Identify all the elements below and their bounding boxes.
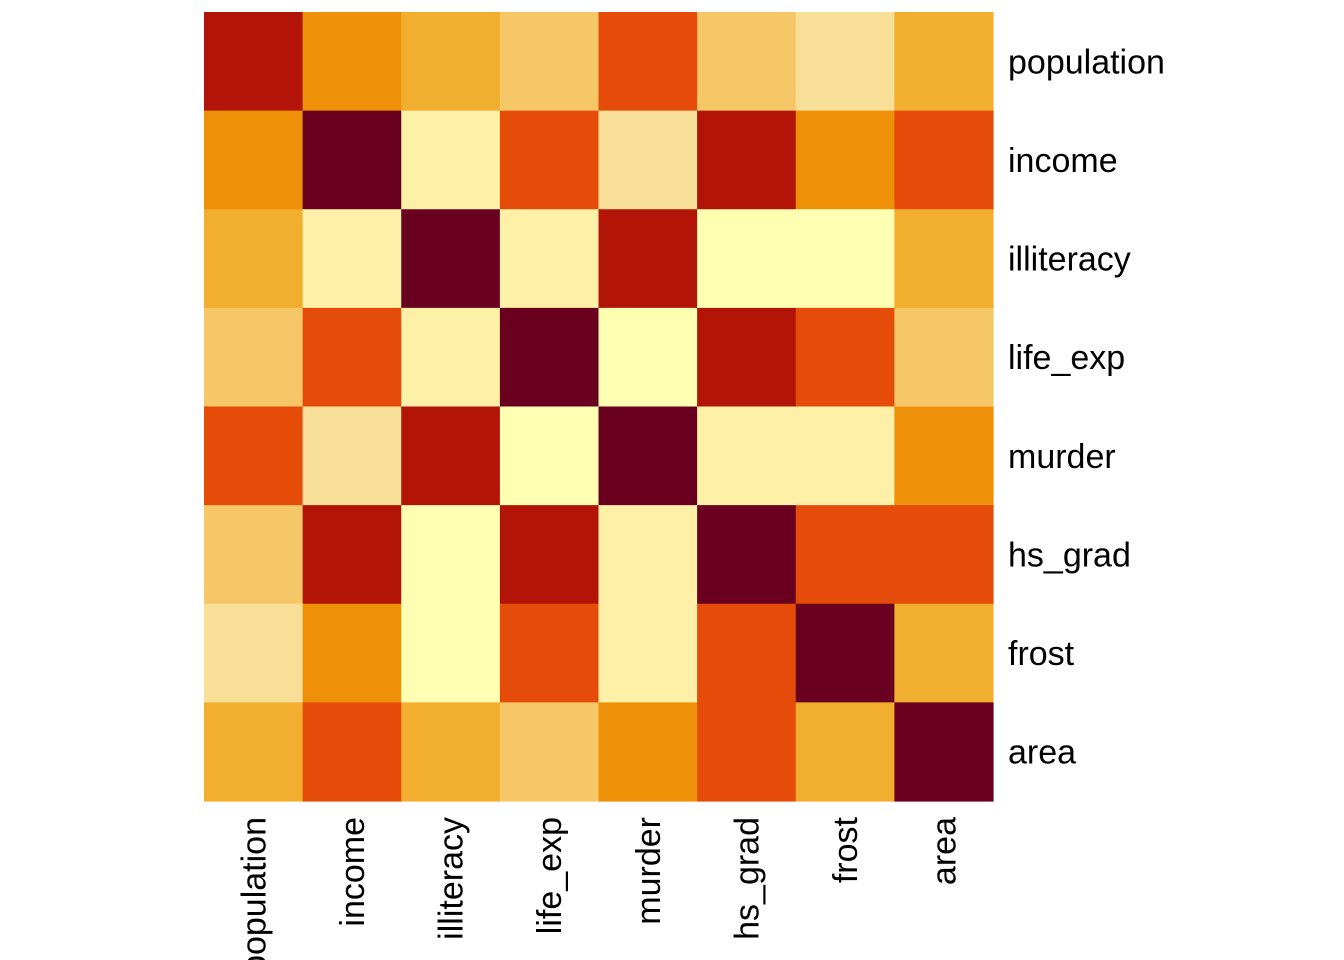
heatmap-cell-life_exp-population bbox=[204, 307, 304, 408]
heatmap-cell-illiteracy-population bbox=[204, 209, 304, 309]
heatmap-cell-frost-illiteracy bbox=[401, 603, 501, 703]
heatmap-cell-frost-murder bbox=[598, 603, 698, 703]
heatmap-cell-life_exp-life_exp bbox=[499, 307, 600, 408]
row-label-murder: murder bbox=[1008, 438, 1116, 476]
column-labels: population income illiteracy life_exp murder… bbox=[235, 816, 963, 960]
heatmap-cell-frost-frost bbox=[795, 603, 895, 703]
heatmap-cell-murder-life_exp bbox=[499, 406, 600, 506]
heatmap-cell-illiteracy-income bbox=[302, 209, 402, 309]
heatmap-cell-frost-area bbox=[894, 603, 994, 703]
heatmap-cell-hs_grad-income bbox=[302, 505, 402, 605]
heatmap-cell-population-illiteracy bbox=[401, 12, 501, 112]
col-label-murder: murder bbox=[630, 817, 668, 925]
heatmap-cell-area-population bbox=[204, 702, 304, 802]
heatmap-cell-illiteracy-area bbox=[894, 209, 994, 309]
row-label-hs_grad: hs_grad bbox=[1008, 536, 1131, 574]
heatmap-cell-hs_grad-frost bbox=[795, 505, 895, 605]
col-label-income: income bbox=[334, 817, 372, 927]
heatmap-cell-area-life_exp bbox=[499, 702, 600, 802]
heatmap-cell-area-murder bbox=[598, 702, 698, 802]
heatmap-cell-life_exp-murder bbox=[598, 307, 698, 408]
row-label-area: area bbox=[1008, 734, 1076, 772]
heatmap-cell-life_exp-hs_grad bbox=[697, 307, 797, 408]
heatmap-cell-life_exp-income bbox=[302, 307, 402, 408]
heatmap-cell-population-hs_grad bbox=[697, 12, 797, 112]
heatmap-cell-illiteracy-hs_grad bbox=[697, 209, 797, 309]
heatmap-cell-life_exp-illiteracy bbox=[401, 307, 501, 408]
heatmap-cell-frost-population bbox=[204, 603, 304, 703]
heatmap-cell-income-area bbox=[894, 110, 994, 210]
heatmap-cell-murder-population bbox=[204, 406, 304, 506]
heatmap-cell-population-population bbox=[204, 12, 304, 112]
heatmap-cell-population-income bbox=[302, 12, 402, 112]
heatmap-cell-area-frost bbox=[795, 702, 895, 802]
heatmap-cell-murder-illiteracy bbox=[401, 406, 501, 506]
heatmap-cell-income-illiteracy bbox=[401, 110, 501, 210]
heatmap-cell-illiteracy-murder bbox=[598, 209, 698, 309]
col-label-area: area bbox=[926, 817, 964, 885]
heatmap-cell-hs_grad-area bbox=[894, 505, 994, 605]
heatmap-cell-area-area bbox=[894, 702, 994, 802]
heatmap-cell-murder-murder bbox=[598, 406, 698, 506]
heatmap-cell-frost-income bbox=[302, 603, 402, 703]
col-label-illiteracy: illiteracy bbox=[433, 817, 471, 940]
heatmap-cell-murder-area bbox=[894, 406, 994, 506]
heatmap-cell-illiteracy-illiteracy bbox=[401, 209, 501, 309]
heatmap-cell-hs_grad-population bbox=[204, 505, 304, 605]
col-label-population: population bbox=[235, 817, 273, 960]
heatmap-cell-murder-frost bbox=[795, 406, 895, 506]
heatmap-cell-hs_grad-hs_grad bbox=[697, 505, 797, 605]
heatmap-cell-hs_grad-illiteracy bbox=[401, 505, 501, 605]
heatmap-cell-population-frost bbox=[795, 12, 895, 112]
heatmap-cell-frost-life_exp bbox=[499, 603, 600, 703]
heatmap-cell-income-frost bbox=[795, 110, 895, 210]
heatmap-cell-hs_grad-life_exp bbox=[499, 505, 600, 605]
heatmap-cell-area-income bbox=[302, 702, 402, 802]
heatmap-cell-income-life_exp bbox=[499, 110, 600, 210]
row-label-income: income bbox=[1008, 142, 1118, 180]
col-label-hs_grad: hs_grad bbox=[728, 817, 766, 940]
row-label-population: population bbox=[1008, 43, 1165, 81]
heatmap-cell-life_exp-area bbox=[894, 307, 994, 408]
row-label-illiteracy: illiteracy bbox=[1008, 241, 1131, 279]
heatmap-cell-hs_grad-murder bbox=[598, 505, 698, 605]
row-label-frost: frost bbox=[1008, 635, 1075, 673]
heatmap-cell-illiteracy-frost bbox=[795, 209, 895, 309]
heatmap-cell-income-hs_grad bbox=[697, 110, 797, 210]
heatmap-cell-income-income bbox=[302, 110, 402, 210]
heatmap-cell-illiteracy-life_exp bbox=[499, 209, 600, 309]
heatmap-cell-area-illiteracy bbox=[401, 702, 501, 802]
row-label-life_exp: life_exp bbox=[1008, 339, 1125, 377]
heatmap-cell-murder-income bbox=[302, 406, 402, 506]
heatmap-cell-income-murder bbox=[598, 110, 698, 210]
heatmap-cell-population-life_exp bbox=[499, 12, 600, 112]
row-labels: population income illiteracy life_expmurder… bbox=[1008, 43, 1165, 771]
heatmap-cell-area-hs_grad bbox=[697, 702, 797, 802]
heatmap-cell-income-population bbox=[204, 110, 304, 210]
heatmap-cell-life_exp-frost bbox=[795, 307, 895, 408]
col-label-life_exp: life_exp bbox=[531, 817, 569, 934]
heatmap-cell-population-area bbox=[894, 12, 994, 112]
col-label-frost: frost bbox=[827, 816, 865, 883]
heatmap-cell-murder-hs_grad bbox=[697, 406, 797, 506]
heatmap-cells bbox=[204, 12, 994, 802]
heatmap-cell-frost-hs_grad bbox=[697, 603, 797, 703]
heatmap-cell-population-murder bbox=[598, 12, 698, 112]
